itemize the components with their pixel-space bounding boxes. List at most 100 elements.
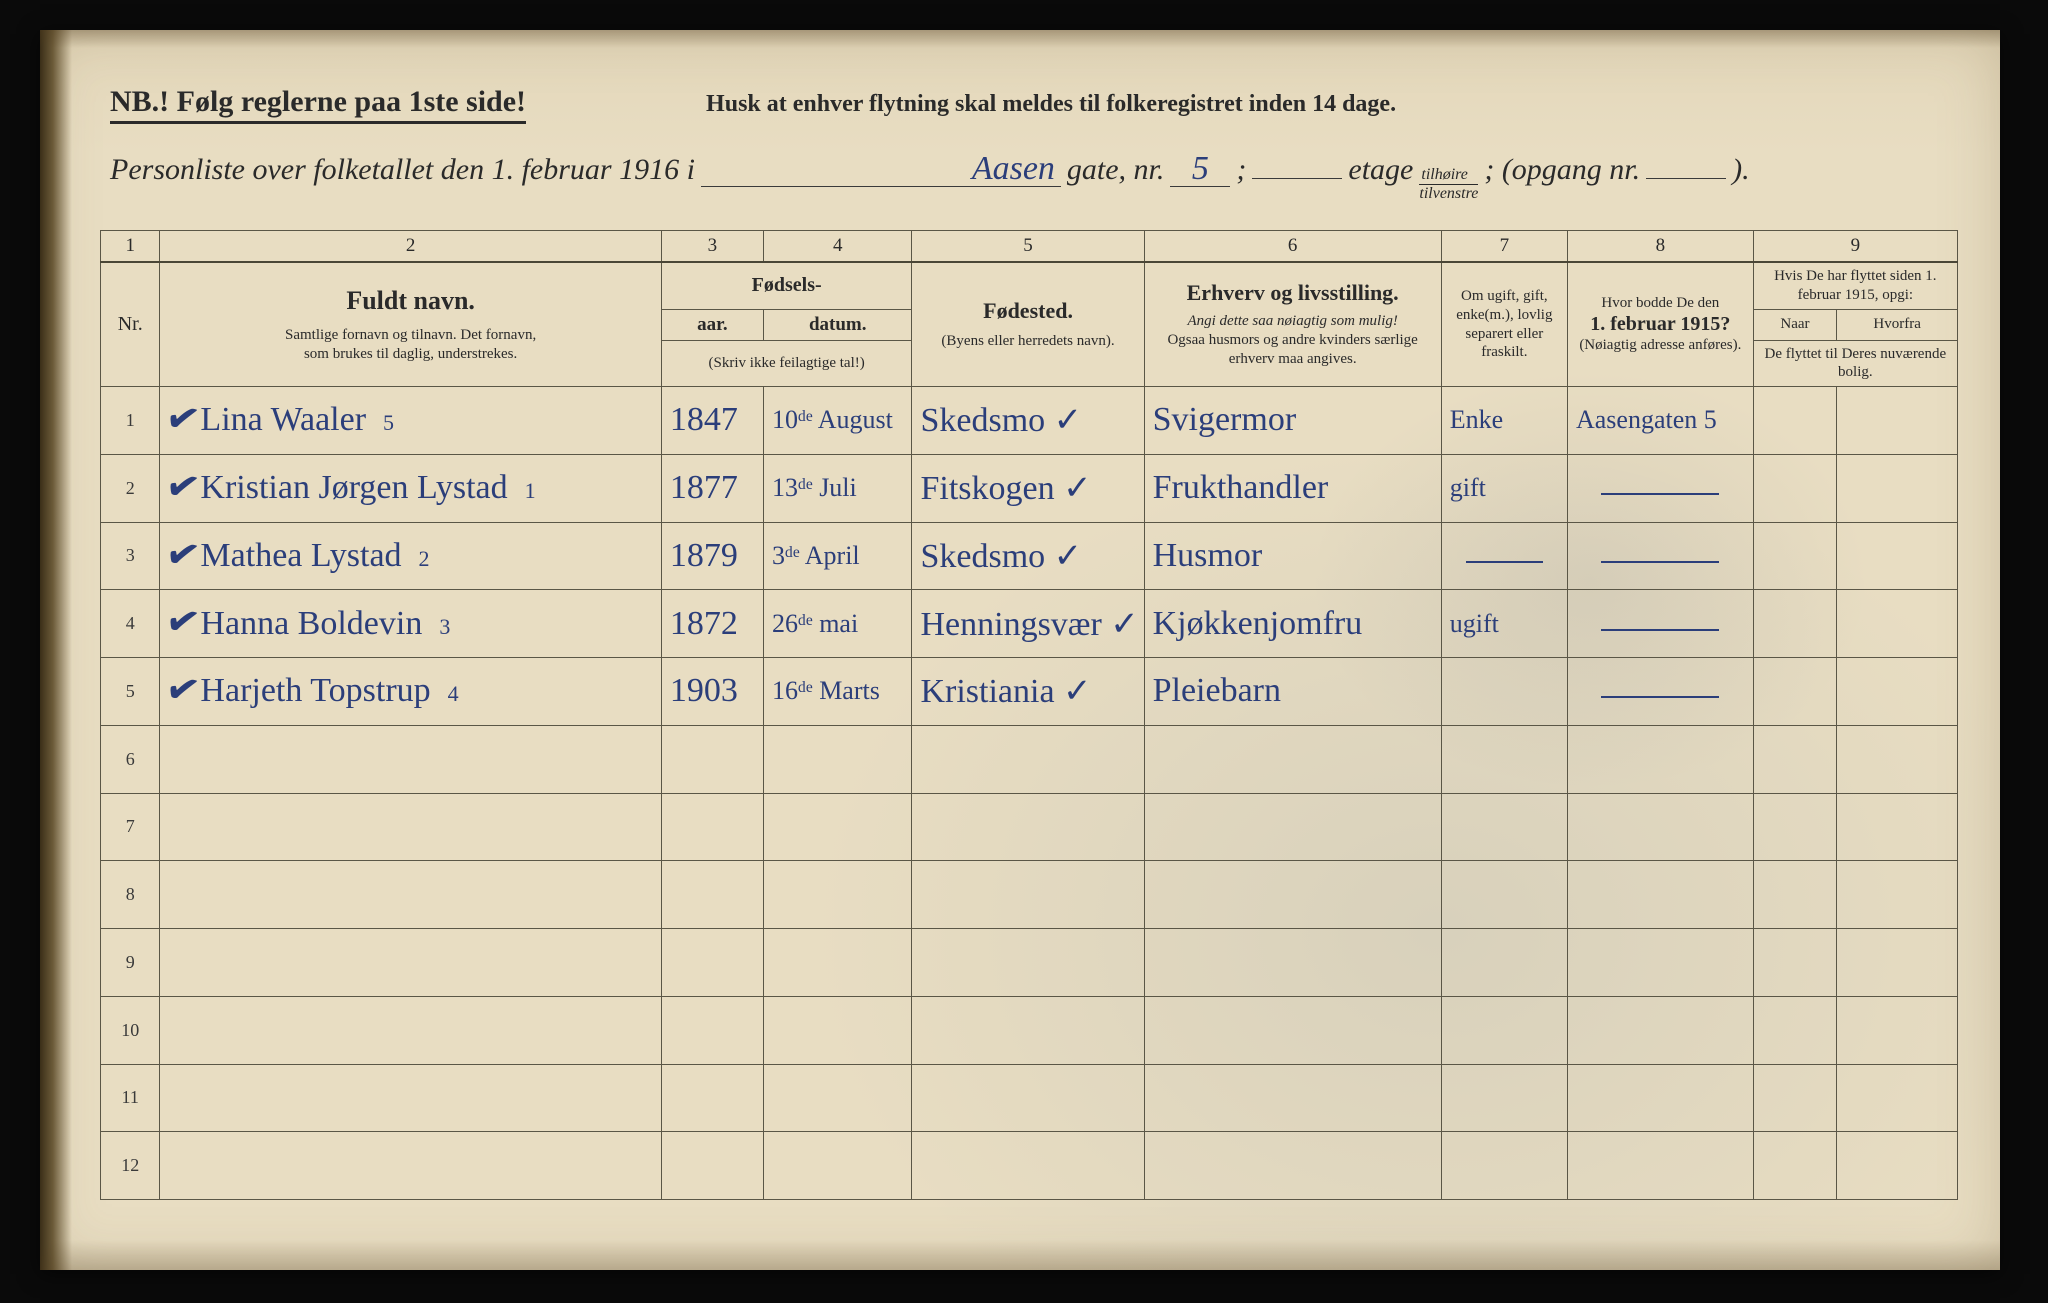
colnum-3: 3 <box>661 231 763 263</box>
cell-naar <box>1753 861 1837 929</box>
cell-name <box>160 1132 661 1200</box>
cell-occupation: Frukthandler <box>1144 454 1441 522</box>
cell-year <box>661 1064 763 1132</box>
cell-1915 <box>1567 1064 1753 1132</box>
cell-nr: 7 <box>101 793 160 861</box>
cell-year <box>661 996 763 1064</box>
hdr-ugift: Om ugift, gift, enke(m.), lovlig separer… <box>1441 262 1567 387</box>
cell-birthplace: Fitskogen ✓ <box>912 454 1144 522</box>
census-table-wrapper: 1 2 3 4 5 6 7 8 9 Nr. Fuldt navn. Samtli… <box>100 230 1958 1200</box>
cell-nr: 9 <box>101 929 160 997</box>
cell-occupation: Svigermor <box>1144 387 1441 455</box>
cell-1915 <box>1567 454 1753 522</box>
table-row: 8 <box>101 861 1958 929</box>
cell-1915 <box>1567 793 1753 861</box>
cell-nr: 4 <box>101 590 160 658</box>
cell-nr: 1 <box>101 387 160 455</box>
cell-1915 <box>1567 929 1753 997</box>
cell-name <box>160 861 661 929</box>
cell-marital <box>1441 929 1567 997</box>
cell-year: 1879 <box>661 522 763 590</box>
cell-hvorfra <box>1837 522 1958 590</box>
cell-marital <box>1441 996 1567 1064</box>
cell-occupation <box>1144 996 1441 1064</box>
cell-nr: 2 <box>101 454 160 522</box>
cell-hvorfra <box>1837 861 1958 929</box>
cell-occupation <box>1144 861 1441 929</box>
colnum-2: 2 <box>160 231 661 263</box>
table-row: 3✔Mathea Lystad 218793ᵈᵉ AprilSkedsmo ✓H… <box>101 522 1958 590</box>
cell-date <box>763 929 912 997</box>
cell-name <box>160 725 661 793</box>
cell-name: ✔Kristian Jørgen Lystad 1 <box>160 454 661 522</box>
cell-date: 16ᵈᵉ Marts <box>763 658 912 726</box>
cell-marital: ugift <box>1441 590 1567 658</box>
cell-marital <box>1441 725 1567 793</box>
cell-marital: gift <box>1441 454 1567 522</box>
cell-name: ✔Lina Waaler 5 <box>160 387 661 455</box>
cell-1915 <box>1567 725 1753 793</box>
cell-year: 1872 <box>661 590 763 658</box>
hdr-flyttet-sub: De flyttet til Deres nuværende bolig. <box>1753 340 1957 387</box>
hdr-nr: Nr. <box>101 262 160 387</box>
cell-birthplace <box>912 793 1144 861</box>
hdr-1915: Hvor bodde De den 1. februar 1915? (Nøia… <box>1567 262 1753 387</box>
table-row: 6 <box>101 725 1958 793</box>
cell-hvorfra <box>1837 1064 1958 1132</box>
cell-nr: 10 <box>101 996 160 1064</box>
colnum-9: 9 <box>1753 231 1957 263</box>
colnum-8: 8 <box>1567 231 1753 263</box>
opgang-field <box>1646 178 1726 179</box>
hdr-naar: Naar <box>1753 309 1837 340</box>
title-prefix: Personliste over folketallet den 1. febr… <box>110 153 695 187</box>
table-row: 12 <box>101 1132 1958 1200</box>
etage-field <box>1252 178 1342 179</box>
cell-naar <box>1753 1132 1837 1200</box>
cell-birthplace: Kristiania ✓ <box>912 658 1144 726</box>
cell-year: 1877 <box>661 454 763 522</box>
cell-date: 10ᵈᵉ August <box>763 387 912 455</box>
cell-name: ✔Mathea Lystad 2 <box>160 522 661 590</box>
table-row: 11 <box>101 1064 1958 1132</box>
reminder-text: Husk at enhver flytning skal meldes til … <box>706 91 1396 118</box>
cell-year <box>661 929 763 997</box>
cell-birthplace <box>912 1064 1144 1132</box>
cell-naar <box>1753 454 1837 522</box>
cell-1915 <box>1567 590 1753 658</box>
colnum-4: 4 <box>763 231 912 263</box>
cell-marital <box>1441 658 1567 726</box>
etage-label: etage <box>1348 153 1413 187</box>
table-body: 1✔Lina Waaler 5184710ᵈᵉ AugustSkedsmo ✓S… <box>101 387 1958 1200</box>
colnum-7: 7 <box>1441 231 1567 263</box>
cell-nr: 11 <box>101 1064 160 1132</box>
hdr-hvorfra: Hvorfra <box>1837 309 1958 340</box>
cell-occupation: Husmor <box>1144 522 1441 590</box>
cell-date <box>763 861 912 929</box>
cell-occupation <box>1144 1132 1441 1200</box>
cell-name: ✔Hanna Boldevin 3 <box>160 590 661 658</box>
book-binding <box>40 30 72 1270</box>
cell-hvorfra <box>1837 387 1958 455</box>
cell-birthplace <box>912 1132 1144 1200</box>
cell-occupation <box>1144 929 1441 997</box>
cell-date: 3ᵈᵉ April <box>763 522 912 590</box>
table-row: 4✔Hanna Boldevin 3187226ᵈᵉ maiHenningsvæ… <box>101 590 1958 658</box>
cell-1915 <box>1567 658 1753 726</box>
opgang-label: ; (opgang nr. <box>1484 153 1640 187</box>
cell-name <box>160 929 661 997</box>
cell-marital <box>1441 793 1567 861</box>
cell-hvorfra <box>1837 1132 1958 1200</box>
cell-nr: 12 <box>101 1132 160 1200</box>
cell-nr: 5 <box>101 658 160 726</box>
table-row: 9 <box>101 929 1958 997</box>
cell-1915 <box>1567 1132 1753 1200</box>
cell-date <box>763 1132 912 1200</box>
table-row: 10 <box>101 996 1958 1064</box>
side-fraction: tilhøire tilvenstre <box>1419 167 1478 202</box>
cell-naar <box>1753 793 1837 861</box>
gate-label: gate, nr. <box>1067 153 1165 187</box>
cell-1915 <box>1567 861 1753 929</box>
cell-birthplace <box>912 725 1144 793</box>
page-shadow-bottom <box>40 1240 2000 1270</box>
tilhoire: tilhøire <box>1419 167 1478 185</box>
